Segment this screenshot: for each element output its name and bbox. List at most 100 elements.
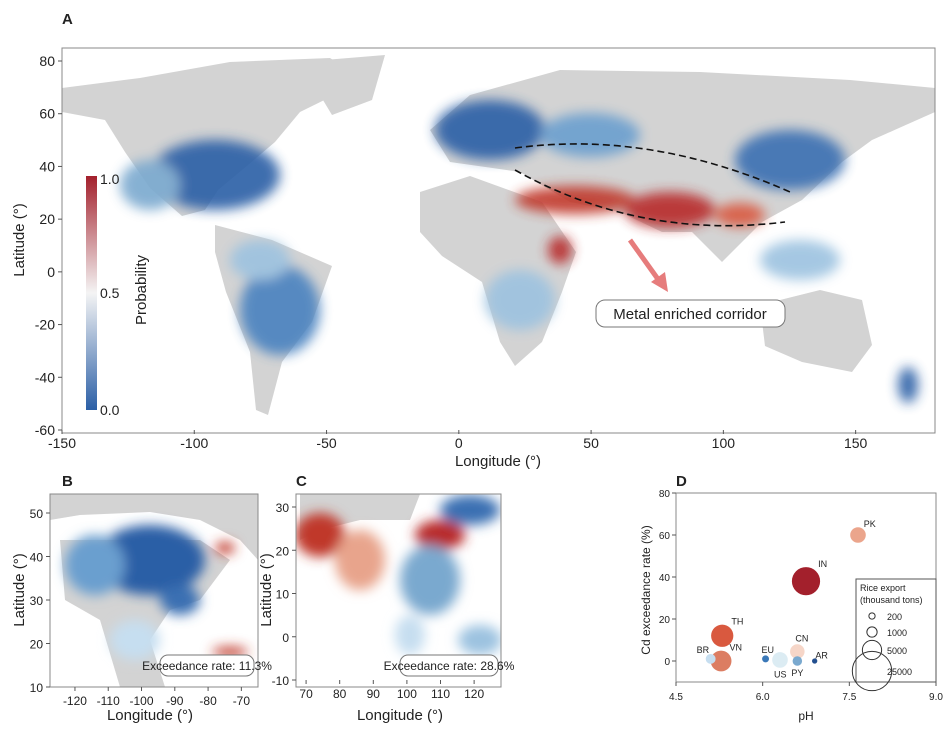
y-tick-label: 20 [659,615,671,626]
legend-size-label: 5000 [887,646,907,656]
y-tick-label: 50 [30,507,44,521]
point-th [711,624,734,647]
point-py [792,656,803,666]
point-ar [812,658,818,664]
y-tick-label: -60 [35,422,55,438]
point-us [772,652,788,668]
y-axis-label-d: Cd exceedance rate (%) [639,525,653,654]
x-axis-label-b: Longitude (°) [107,707,193,724]
x-axis-label-d: pH [798,709,813,723]
y-tick-label: 80 [659,489,671,500]
point-cn [790,644,805,659]
y-tick-label: 0 [47,264,55,280]
point-label: US [774,670,787,680]
legend-size-label: 200 [887,612,902,622]
x-tick-label: 0 [455,435,463,451]
y-axis-label-c: Latitude (°) [258,553,275,627]
plot-frame-a [61,47,936,434]
x-tick-label: -120 [63,694,87,708]
exceedance-callout-b [159,654,255,677]
x-tick-label: 50 [583,435,599,451]
point-label: TH [731,617,743,627]
y-tick-label: 10 [30,681,44,695]
x-axis-label-c: Longitude (°) [357,707,443,724]
y-tick-label: 10 [276,588,290,602]
exceedance-callout-c [399,654,499,677]
point-label: PK [864,519,876,529]
panel-label-b: B [62,473,73,490]
point-label: CN [795,633,808,643]
y-tick-label: 40 [39,158,55,174]
point-vn [710,650,732,672]
point-label: VN [729,643,742,653]
usa-map [50,494,258,687]
colorbar-min: 0.0 [100,402,120,418]
y-tick-label: 20 [39,211,55,227]
x-tick-label: -80 [199,694,217,708]
y-tick-label: 40 [30,551,44,565]
colorbar-label: Probability [133,254,150,325]
x-tick-label: 4.5 [669,692,683,703]
y-tick-label: 0 [282,631,289,645]
x-tick-label: -110 [97,694,120,708]
legend-size-marker [866,626,878,638]
x-tick-label: -100 [130,694,154,708]
x-tick-label: -100 [180,435,208,451]
x-tick-label: 6.0 [756,692,770,703]
y-tick-label: 30 [30,594,44,608]
point-pk [850,527,866,543]
y-tick-label: -10 [272,674,290,688]
x-tick-label: -70 [233,694,251,708]
point-in [791,567,821,596]
x-tick-label: 120 [464,687,484,701]
y-axis-label-a: Latitude (°) [11,203,28,277]
y-tick-label: 20 [30,638,44,652]
y-tick-label: 40 [659,573,671,584]
exceedance-rate-b: Exceedance rate: 11.3% [142,659,272,673]
x-tick-label: 100 [397,687,417,701]
legend-size-marker [868,612,876,620]
corridor-arrow [627,238,663,284]
x-tick-label: 7.5 [842,692,856,703]
point-label: BR [697,645,710,655]
y-tick-label: -20 [35,317,55,333]
x-tick-label: 70 [299,687,313,701]
y-tick-label: 20 [276,544,290,558]
point-br [705,653,716,664]
x-tick-label: -50 [316,435,336,451]
legend-size-marker [861,639,883,661]
colorbar [86,176,97,410]
x-tick-label: -150 [48,435,76,451]
plot-frame-c [295,493,502,688]
x-tick-label: 100 [712,435,736,451]
legend-box [855,578,937,683]
point-label: IN [818,559,827,569]
x-tick-label: 9.0 [929,692,943,703]
world-map [62,48,935,433]
y-tick-label: 30 [276,501,290,515]
legend-title-line: Rice export [860,583,906,593]
point-eu [762,655,770,663]
x-tick-label: -90 [166,694,184,708]
y-tick-label: 60 [39,106,55,122]
colorbar-mid: 0.5 [100,285,120,301]
plot-frame-b [49,493,259,688]
panel-label-a: A [62,11,73,28]
colorbar-max: 1.0 [100,171,120,187]
corridor-boundary-south [514,169,786,227]
corridor-boundary-north [514,143,791,193]
x-axis-label-a: Longitude (°) [455,453,541,470]
x-tick-label: 90 [367,687,381,701]
point-label: AR [815,650,828,660]
corridor-label: Metal enriched corridor [613,306,766,323]
y-tick-label: 60 [659,531,671,542]
exceedance-rate-c: Exceedance rate: 28.6% [384,659,515,673]
y-tick-label: 80 [39,53,55,69]
legend-size-label: 25000 [887,667,912,677]
x-tick-label: 80 [333,687,347,701]
y-axis-label-b: Latitude (°) [11,553,28,627]
point-label: EU [762,645,775,655]
x-tick-label: 110 [431,687,450,701]
arrow-head-icon [651,272,668,292]
